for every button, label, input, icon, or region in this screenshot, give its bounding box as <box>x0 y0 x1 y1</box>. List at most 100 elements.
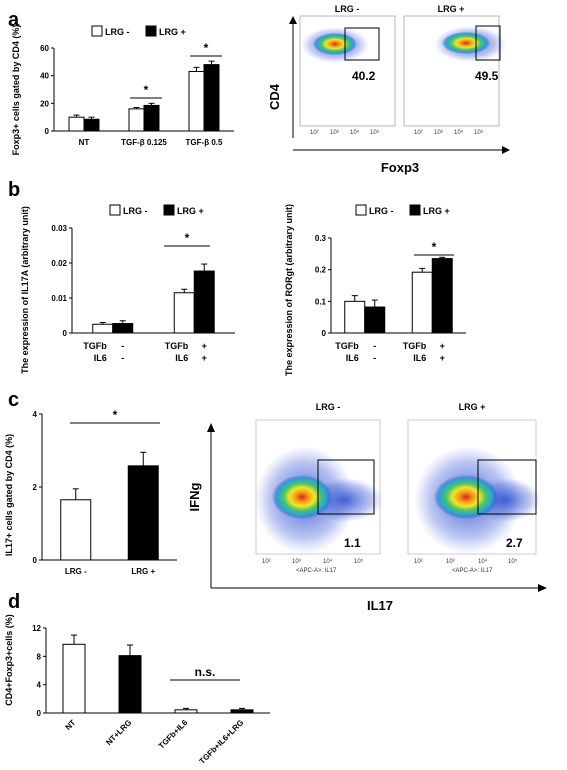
bar <box>173 292 195 334</box>
bar <box>68 116 85 132</box>
y-tick-label: 20 <box>40 99 49 108</box>
a-flow-plot-1: 40.2 10² 10³ 10⁴ 10⁵ <box>299 15 396 136</box>
y-tick-label: 2 <box>33 483 38 492</box>
y-tick-label: 0 <box>63 329 68 338</box>
b2-bars: 0 0.1 0.2 0.3 TGFb - TGFb + IL6 - IL6 + * <box>315 234 454 363</box>
category-label: NT <box>79 138 90 147</box>
svg-text:10²: 10² <box>262 559 271 565</box>
x-row-value: + <box>440 341 445 351</box>
bar <box>203 64 220 132</box>
svg-text:<APC-A>: IL17: <APC-A>: IL17 <box>452 568 493 574</box>
y-tick-label: 8 <box>37 652 42 661</box>
bar <box>112 323 134 334</box>
legend-swatch-open <box>91 25 103 37</box>
bar <box>83 118 100 132</box>
a-flow-y-arrowhead <box>289 16 297 24</box>
b2-ylabel: The expression of RORgt (arbitrary unit) <box>284 204 294 376</box>
legend-label-open: LRG - <box>369 206 394 216</box>
legend-label-open: LRG - <box>105 27 130 37</box>
legend-label-closed: LRG + <box>177 206 204 216</box>
y-tick-label: 40 <box>40 72 49 81</box>
y-tick-label: 0.02 <box>51 259 67 268</box>
x-row-label: TGFb <box>335 341 359 351</box>
d-ylabel: CD4+Foxp3+cells (%) <box>4 614 14 706</box>
panel-a-bar-chart: LRG - LRG + Foxp3+ cells gated by CD4 (%… <box>11 25 234 155</box>
svg-text:10⁵: 10⁵ <box>370 129 380 136</box>
bar <box>128 108 145 132</box>
bar <box>92 323 114 334</box>
svg-text:10³: 10³ <box>330 130 339 136</box>
svg-text:10⁴: 10⁴ <box>454 129 464 136</box>
panel-b-il17a-chart: LRG - LRG + The expression of IL17A (arb… <box>20 204 235 374</box>
y-tick-label: 60 <box>40 44 49 53</box>
c-bars: 0 2 4 LRG - LRG + * <box>33 408 160 576</box>
significance-mark: * <box>185 231 190 245</box>
category-label: TGF-β 0.125 <box>121 138 167 147</box>
b1-ylabel: The expression of IL17A (arbitrary unit) <box>20 206 30 374</box>
panel-b-rorgt-chart: LRG - LRG + The expression of RORgt (arb… <box>284 204 466 376</box>
y-tick-label: 0.03 <box>51 224 67 233</box>
a-flow-gate-1 <box>344 27 380 61</box>
c-flow-value-1: 1.1 <box>344 536 361 550</box>
panel-letter-d: d <box>8 591 20 613</box>
x-row-label: IL6 <box>94 353 107 363</box>
significance-mark: * <box>204 41 209 55</box>
legend-label-closed: LRG + <box>423 206 450 216</box>
legend-swatch-closed <box>409 204 421 216</box>
legend-swatch-closed <box>145 25 157 37</box>
svg-text:10²: 10² <box>414 559 423 565</box>
c-flow-gate-2 <box>477 459 537 515</box>
y-tick-label: 0.2 <box>315 266 327 275</box>
svg-text:10⁵: 10⁵ <box>474 129 484 136</box>
bar <box>143 104 160 132</box>
bar <box>127 465 159 561</box>
d-bars: 0 4 8 12 NT NT+LRG TGFb+IL6 TGFb+IL6+LRG n.s. <box>32 624 254 766</box>
x-row-label: TGFb <box>165 341 189 351</box>
significance-mark: * <box>144 83 149 97</box>
panel-d-bar-chart: CD4+Foxp3+cells (%) 0 4 8 12 NT NT+LRG TGFb+IL… <box>4 614 270 766</box>
c-flow-title-1: LRG - <box>316 402 341 412</box>
x-row-value: + <box>202 341 207 351</box>
y-tick-label: 12 <box>32 624 41 633</box>
legend-label-closed: LRG + <box>159 27 186 37</box>
a-flow-ylabel: CD4 <box>267 83 282 110</box>
legend-swatch-open <box>355 204 367 216</box>
panel-c-flow: LRG - LRG + IFNg IL17 1.1 10² 10³ 10⁴ 10… <box>187 402 547 613</box>
bar <box>193 270 215 334</box>
legend-swatch-open <box>109 204 121 216</box>
svg-text:10²: 10² <box>310 130 319 136</box>
c-flow-gate-1 <box>317 459 375 515</box>
bar <box>60 499 92 561</box>
bar <box>431 258 453 334</box>
c-flow-value-2: 2.7 <box>506 536 523 550</box>
x-row-value: + <box>440 353 445 363</box>
y-tick-label: 0 <box>322 329 327 338</box>
panel-a-flow: LRG - LRG + CD4 Foxp3 40.2 10² 10³ 10⁴ 1… <box>267 4 510 175</box>
bar <box>230 709 254 714</box>
bar <box>364 306 386 334</box>
category-label: LRG - <box>65 567 87 576</box>
a-bars: 0 20 40 60 NT TGF-β 0.125 TGF-β 0.5 * * <box>40 41 223 147</box>
panel-letter-a: a <box>8 9 20 31</box>
y-tick-label: 0 <box>37 709 42 718</box>
a-flow-value-2: 49.5 <box>475 69 499 83</box>
bar <box>188 71 205 132</box>
c-flow-xlabel: IL17 <box>367 598 393 613</box>
significance-mark: * <box>432 240 437 254</box>
c-flow-plot-2: 2.7 10² 10³ 10⁴ 10⁵ <APC-A>: IL17 <box>407 419 541 574</box>
y-tick-label: 4 <box>37 681 42 690</box>
svg-text:10⁵: 10⁵ <box>508 558 518 565</box>
y-tick-label: 0 <box>45 127 50 136</box>
a-flow-xlabel: Foxp3 <box>381 160 419 175</box>
panel-c-bar-chart: IL17+ cells gated by CD4 (%) 0 2 4 LRG - LRG… <box>4 408 177 576</box>
panel-letter-c: c <box>8 389 19 411</box>
x-row-label: TGFb <box>403 341 427 351</box>
significance-mark: n.s. <box>195 665 216 679</box>
category-label: LRG + <box>131 567 155 576</box>
category-label: NT+LRG <box>104 718 133 747</box>
a-flow-title-1: LRG - <box>335 4 360 14</box>
panel-letter-b: b <box>8 179 20 201</box>
x-row-label: IL6 <box>413 353 426 363</box>
a-flow-title-2: LRG + <box>438 4 465 14</box>
